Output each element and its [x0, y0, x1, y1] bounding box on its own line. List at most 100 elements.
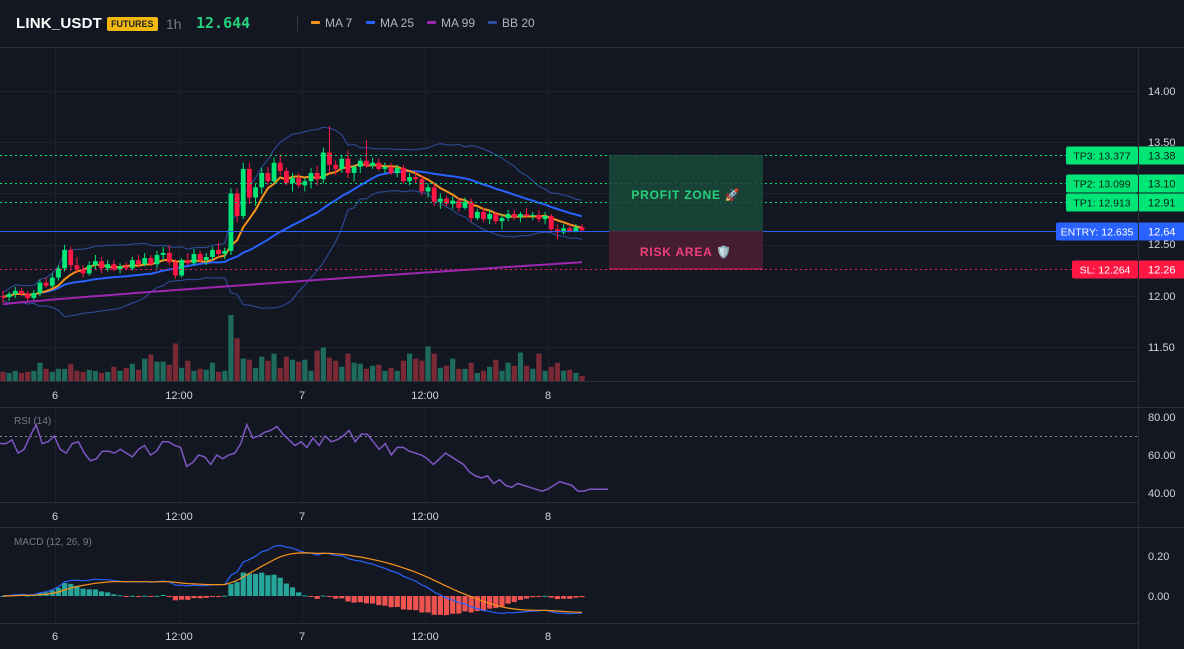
price-tick: 12.50 [1148, 239, 1176, 251]
rsi-tick: 60.00 [1148, 450, 1176, 462]
price-axis[interactable]: 14.00 13.50 12.50 12.00 11.50 [1148, 86, 1176, 354]
volume-bar [320, 347, 326, 381]
volume-bar [554, 362, 560, 381]
candle-body [62, 249, 67, 269]
candle-body [253, 187, 258, 198]
tp3-axis-value: 13.38 [1148, 151, 1176, 163]
volume-bar [234, 338, 240, 381]
symbol-name[interactable]: LINK_USDT [16, 15, 102, 32]
volume-bar [185, 360, 191, 381]
tp2-tag [1066, 174, 1138, 193]
volume-bar [166, 364, 172, 381]
candle-body [31, 292, 37, 299]
macd-histogram-bar [105, 592, 111, 596]
volume-bar [302, 359, 308, 381]
candle-body [210, 249, 215, 258]
volume-bar [283, 356, 289, 381]
volume-bar [6, 372, 12, 381]
macd-histogram-bar [339, 596, 345, 599]
volume-bar [277, 367, 283, 381]
volume-bar [394, 370, 400, 381]
legend-ma25[interactable]: MA 25 [366, 16, 414, 30]
volume-bar [400, 360, 406, 381]
volume-bar [567, 369, 573, 381]
macd-histogram-bar [363, 596, 370, 604]
macd-histogram-bar [437, 596, 443, 615]
candle-body [456, 200, 462, 208]
volume-bar [450, 358, 456, 381]
timeframe-selector[interactable]: 1h [166, 16, 182, 32]
entry-axis-tag [1139, 222, 1184, 241]
legend-ma7-label: MA 7 [325, 16, 353, 30]
candle-body [154, 255, 160, 265]
time-tick: 12:00 [165, 631, 193, 643]
legend-bb20[interactable]: BB 20 [488, 16, 535, 30]
macd-histogram-bar [203, 596, 209, 598]
macd-histogram [0, 572, 585, 616]
sl-axis-tag [1139, 260, 1184, 279]
ma99-line [2, 261, 583, 306]
rsi-pane[interactable]: RSI (14) 80.00 60.00 40.00 6 12:00 7 12:… [0, 412, 1176, 523]
volume-bar [560, 370, 567, 381]
macd-pane[interactable]: MACD (12, 26, 9) 0.20 0.00 6 12:00 7 12:… [0, 537, 1169, 643]
volume-bar [123, 367, 129, 381]
tp3-tag-label: TP3: 13.377 [1073, 151, 1130, 163]
candle-body [259, 173, 265, 188]
time-axis-main[interactable]: 6 12:00 7 12:00 8 [52, 390, 551, 402]
candle-body [573, 227, 579, 232]
volume-bar [542, 370, 548, 381]
volume-bar [222, 370, 228, 381]
candle-body [203, 257, 209, 261]
volume-bar [443, 365, 450, 381]
volume-bar [12, 370, 18, 381]
bb20-swatch [488, 21, 497, 25]
macd-histogram-bar [289, 587, 296, 596]
legend-ma99[interactable]: MA 99 [427, 16, 475, 30]
candle-body [136, 260, 141, 265]
volume-bar [37, 362, 43, 381]
macd-histogram-bar [222, 595, 228, 597]
time-tick: 7 [299, 511, 305, 523]
candle-body [0, 296, 6, 298]
profit-zone-label: PROFIT ZONE 🚀 [631, 188, 740, 202]
volume-bar [197, 368, 203, 381]
volume-bar [98, 372, 105, 381]
volume-bar [530, 368, 536, 381]
volume-bar [314, 350, 320, 381]
profit-zone[interactable] [609, 155, 763, 231]
bb-lower [2, 190, 583, 318]
volume-bar [517, 352, 524, 381]
candle-body [542, 216, 548, 220]
time-tick: 12:00 [411, 390, 439, 402]
candle-body [234, 193, 240, 217]
candle-body [431, 187, 437, 202]
macd-histogram-bar [191, 596, 197, 599]
tp3-tag [1066, 146, 1138, 165]
volume-bar [142, 358, 148, 381]
candle-body [524, 214, 529, 217]
volume-bars [0, 315, 585, 381]
candle-body [493, 214, 499, 222]
macd-histogram-bar [271, 574, 277, 596]
candle-body [401, 167, 406, 182]
candle-body [179, 260, 185, 276]
ma25-line [2, 170, 583, 298]
macd-histogram-bar [413, 596, 419, 611]
macd-histogram-bar [517, 596, 524, 600]
futures-badge: FUTURES [107, 17, 158, 31]
time-tick: 12:00 [165, 390, 193, 402]
macd-histogram-bar [493, 596, 499, 609]
candle-body [511, 214, 517, 218]
risk-zone[interactable] [609, 231, 763, 269]
candle-body [117, 266, 123, 270]
volume-bar [357, 363, 363, 381]
volume-bar [31, 370, 37, 381]
ma7-swatch [311, 21, 320, 25]
candle-body [444, 198, 449, 204]
macd-histogram-bar [406, 596, 413, 610]
volume-bar [419, 360, 425, 381]
volume-bar [511, 365, 517, 381]
legend-ma7[interactable]: MA 7 [311, 16, 352, 30]
